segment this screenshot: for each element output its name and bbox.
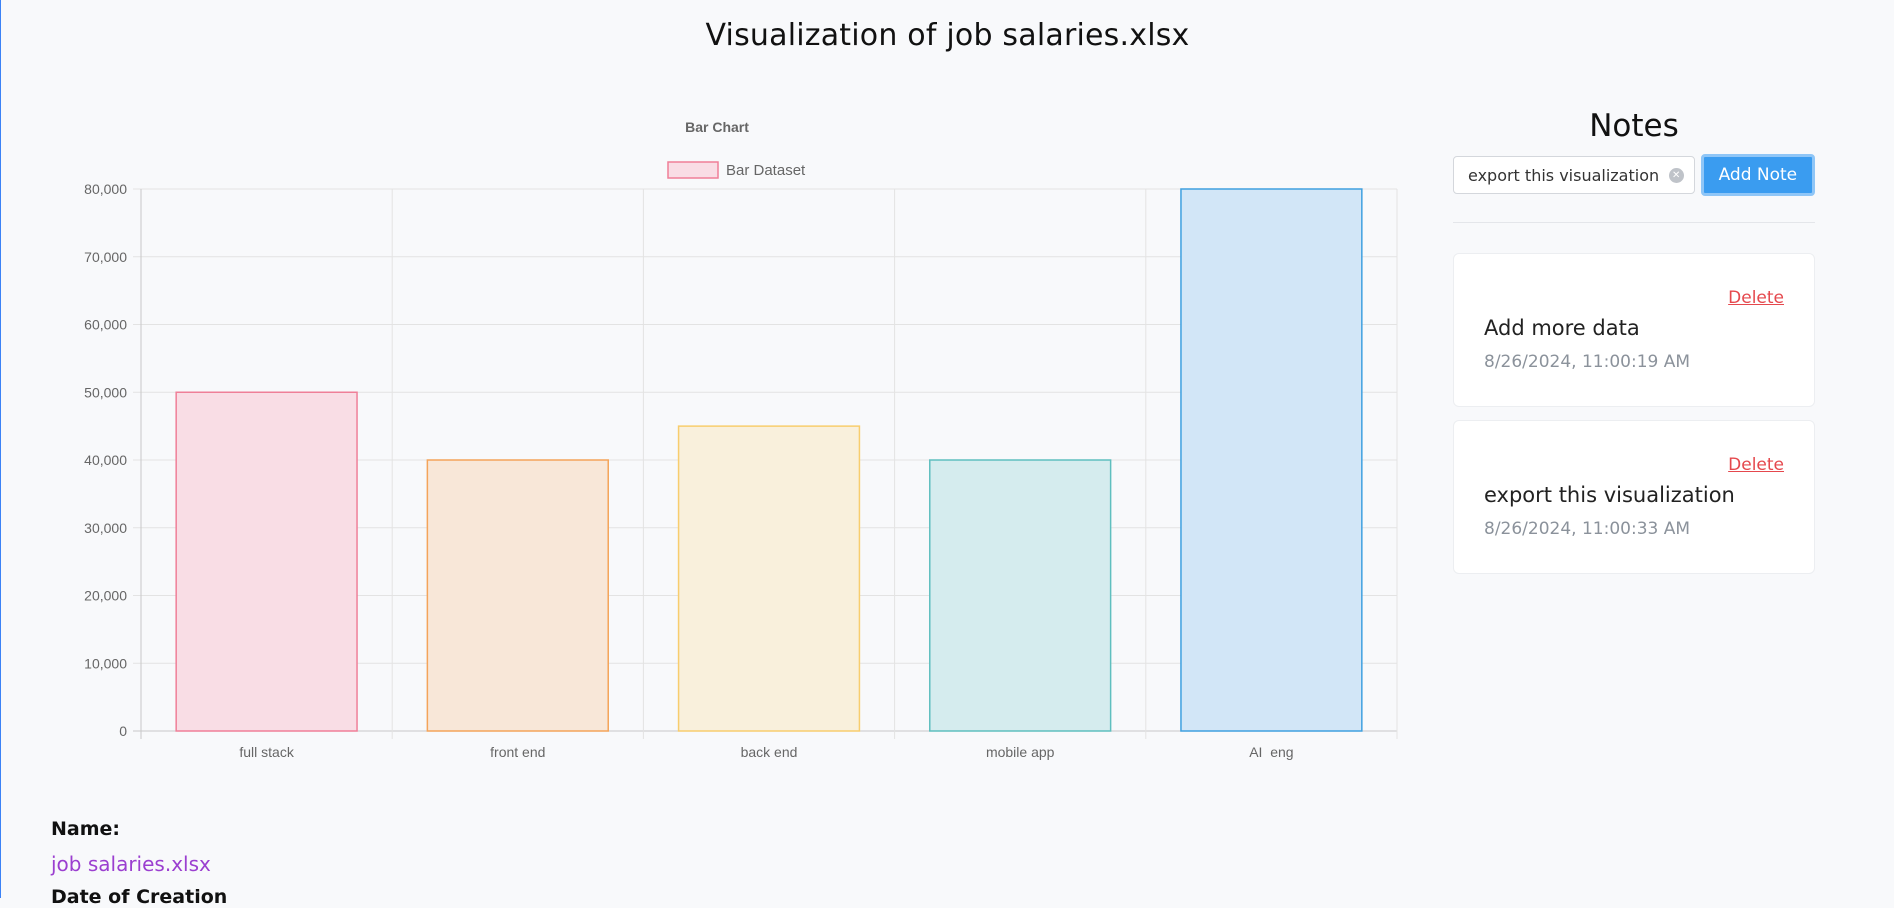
add-note-button[interactable]: Add Note [1700, 154, 1815, 196]
y-tick-label: 60,000 [84, 317, 127, 333]
y-tick-label: 0 [119, 723, 127, 739]
x-tick-label: back end [741, 744, 798, 760]
legend-swatch [667, 161, 719, 179]
y-tick-label: 80,000 [84, 181, 127, 197]
bar [1180, 188, 1363, 732]
legend-label: Bar Dataset [726, 162, 806, 179]
note-form: ✕ Add Note [1453, 154, 1815, 196]
bar [929, 459, 1112, 732]
note-card: Delete Add more data 8/26/2024, 11:00:19… [1453, 253, 1815, 407]
x-tick-label: full stack [239, 744, 294, 760]
y-tick-label: 10,000 [84, 655, 127, 671]
bar [677, 425, 861, 732]
notes-title: Notes [1589, 108, 1679, 144]
y-tick-label: 20,000 [84, 588, 127, 604]
x-tick-label: front end [490, 744, 545, 760]
delete-note-link[interactable]: Delete [1728, 455, 1784, 475]
notes-panel: Notes ✕ Add Note Delete Add more data 8/… [1453, 100, 1815, 587]
y-tick-label: 30,000 [84, 520, 127, 536]
note-input-wrapper: ✕ [1453, 156, 1695, 194]
page-title: Visualization of job salaries.xlsx [705, 18, 1190, 53]
x-tick-label: AI eng [1249, 744, 1293, 760]
bar [426, 459, 609, 732]
y-tick-label: 50,000 [84, 384, 127, 400]
clear-input-icon[interactable]: ✕ [1668, 168, 1684, 183]
bar-chart: Bar Chart Bar Dataset 0 10,000 20,000 30,000 4… [84, 119, 1398, 760]
note-input[interactable] [1454, 157, 1694, 193]
divider [1453, 222, 1815, 223]
note-text: Add more data [1484, 316, 1640, 340]
name-label: Name: [51, 818, 121, 840]
y-tick-label: 40,000 [84, 452, 127, 468]
note-timestamp: 8/26/2024, 11:00:33 AM [1484, 519, 1691, 539]
x-tick-label: mobile app [986, 744, 1055, 760]
chart-title: Bar Chart [685, 119, 749, 135]
delete-note-link[interactable]: Delete [1728, 288, 1784, 308]
file-meta: Name: job salaries.xlsx Date of Creation [51, 818, 227, 908]
note-text: export this visualization [1484, 483, 1735, 507]
bar [175, 391, 358, 732]
file-name-link[interactable]: job salaries.xlsx [51, 852, 211, 876]
note-card: Delete export this visualization 8/26/20… [1453, 420, 1815, 574]
y-tick-label: 70,000 [84, 249, 127, 265]
note-timestamp: 8/26/2024, 11:00:19 AM [1484, 352, 1691, 372]
creation-date-label: Date of Creation [51, 886, 228, 908]
